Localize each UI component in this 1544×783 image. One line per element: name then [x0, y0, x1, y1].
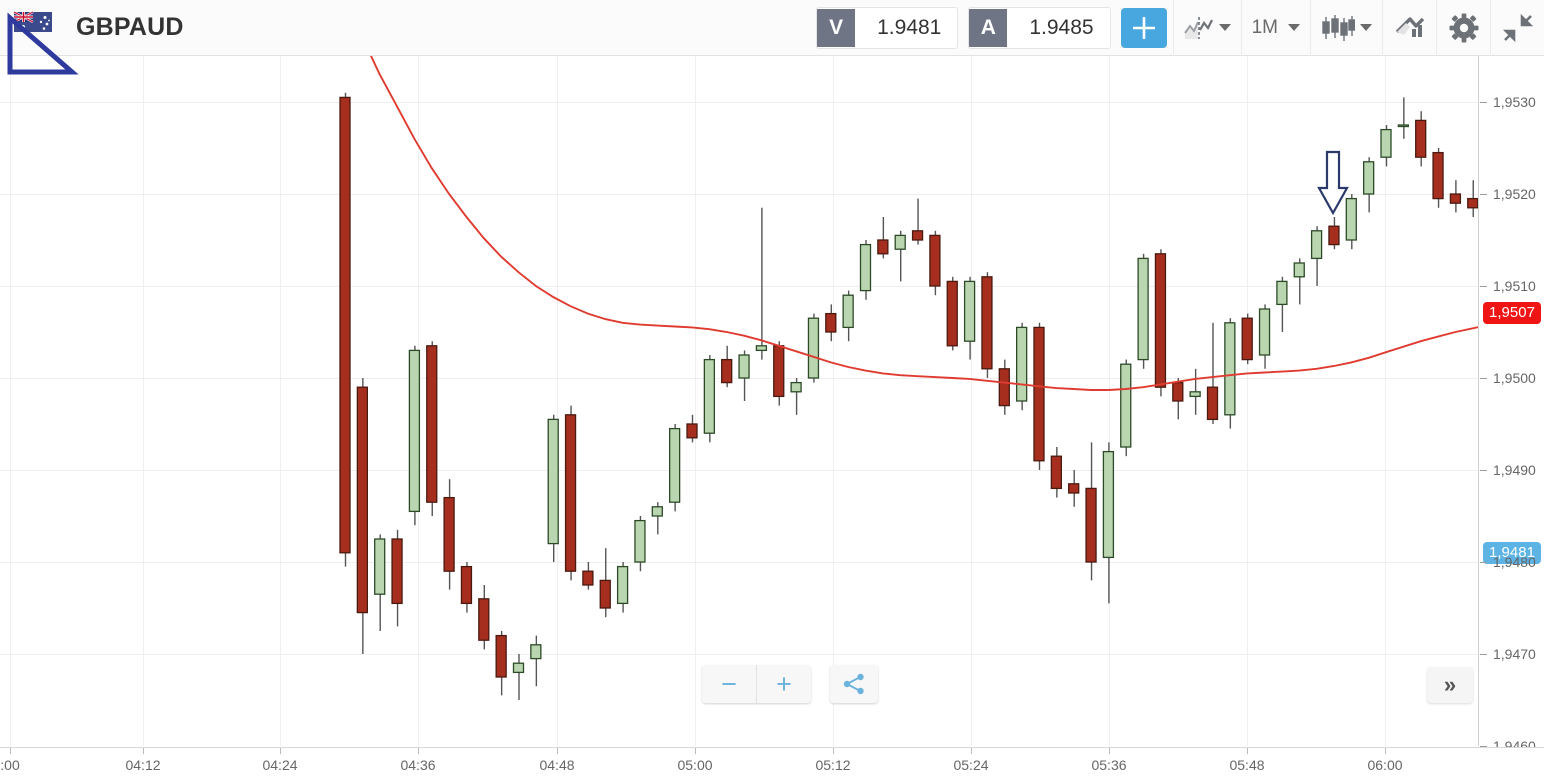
- x-axis-label: 05:12: [815, 757, 851, 773]
- x-axis-label: 04:12: [125, 757, 161, 773]
- time-axis[interactable]: :00 04:12 04:24 04:36 04:48 05:00 05:12 05:24 05…: [0, 747, 1544, 783]
- settings-gear-icon: [1449, 13, 1478, 42]
- x-axis-tick: [10, 748, 11, 754]
- fullscreen-collapse-icon: [1502, 13, 1533, 42]
- x-axis-label: 05:24: [953, 757, 989, 773]
- settings-button[interactable]: [1436, 0, 1490, 56]
- share-button[interactable]: [830, 665, 878, 703]
- bid-value: 1.9481: [877, 15, 942, 39]
- y-axis-tick: [1480, 654, 1487, 655]
- x-axis-tick: [418, 748, 419, 754]
- crosshair-icon: [1132, 16, 1155, 39]
- x-axis-label: 04:48: [539, 757, 575, 773]
- chevron-down-icon: [1218, 24, 1231, 31]
- chart-type-icon: [1183, 16, 1213, 39]
- bid-badge: V: [817, 8, 856, 47]
- candle-style-icon: [1322, 14, 1355, 41]
- x-axis-tick: [971, 748, 972, 754]
- x-axis-label: 05:36: [1091, 757, 1127, 773]
- x-axis-label: :00: [0, 757, 20, 773]
- bid-price-marker: 1,9481: [1483, 541, 1541, 564]
- x-axis-label: 04:24: [262, 757, 298, 773]
- y-axis-label: 1,9500: [1493, 370, 1536, 386]
- y-axis-tick: [1480, 746, 1487, 747]
- x-axis-tick: [833, 748, 834, 754]
- y-axis-tick: [1480, 562, 1487, 563]
- ask-badge: A: [969, 8, 1008, 47]
- zoom-out-button[interactable]: −: [702, 665, 757, 703]
- y-axis-tick: [1480, 194, 1487, 195]
- y-axis-tick: [1480, 378, 1487, 379]
- x-axis-tick: [280, 748, 281, 754]
- ask-quote[interactable]: A 1.9485: [968, 6, 1111, 49]
- x-axis-tick: [1385, 748, 1386, 754]
- bid-quote[interactable]: V 1.9481: [816, 6, 959, 49]
- australia-flag-icon: [13, 10, 52, 32]
- timeframe-selector[interactable]: 1M: [1240, 0, 1310, 56]
- price-axis[interactable]: 1,9507 1,9481 1,9530 1,9520 1,9510 1,9500 1,…: [1479, 56, 1544, 754]
- x-axis-tick: [557, 748, 558, 754]
- candle-style-selector[interactable]: [1310, 0, 1382, 56]
- symbol-flag: [0, 0, 60, 56]
- y-axis-label: 1,9480: [1493, 554, 1536, 570]
- fullscreen-toggle-button[interactable]: [1490, 0, 1544, 56]
- y-axis-label: 1,9490: [1493, 462, 1536, 478]
- ask-value: 1.9485: [1029, 15, 1094, 39]
- symbol-title: GBPAUD: [76, 13, 184, 41]
- x-axis-tick: [1109, 748, 1110, 754]
- y-axis-label: 1,9510: [1493, 278, 1536, 294]
- chart-type-selector[interactable]: [1172, 0, 1241, 56]
- timeframe-label: 1M: [1251, 16, 1278, 38]
- scroll-right-button[interactable]: »: [1427, 667, 1473, 703]
- ma-price-marker: 1,9507: [1483, 301, 1541, 324]
- x-axis-label: 05:00: [677, 757, 713, 773]
- indicators-button[interactable]: [1382, 0, 1436, 56]
- y-axis-label: 1,9470: [1493, 646, 1536, 662]
- candlestick-canvas: [0, 56, 1478, 746]
- y-axis-tick: [1480, 286, 1487, 287]
- toolbar: GBPAUD V 1.9481 A 1.9485 1M: [0, 0, 1544, 56]
- price-chart[interactable]: [0, 56, 1479, 746]
- x-axis-label: 05:48: [1229, 757, 1265, 773]
- crosshair-button[interactable]: [1120, 7, 1167, 48]
- share-icon: [843, 673, 864, 695]
- x-axis-tick: [143, 748, 144, 754]
- x-axis-label: 06:00: [1367, 757, 1403, 773]
- zoom-in-button[interactable]: +: [757, 665, 811, 703]
- zoom-controls: − +: [702, 665, 811, 703]
- y-axis-tick: [1480, 470, 1487, 471]
- y-axis-label: 1,9530: [1493, 94, 1536, 110]
- y-axis-label: 1,9520: [1493, 186, 1536, 202]
- x-axis-tick: [695, 748, 696, 754]
- indicators-icon: [1395, 16, 1424, 37]
- x-axis-tick: [1247, 748, 1248, 754]
- chevron-down-icon: [1288, 24, 1300, 31]
- x-axis-label: 04:36: [400, 757, 436, 773]
- arrow-cursor-icon: [1317, 150, 1349, 216]
- y-axis-tick: [1480, 102, 1487, 103]
- chevron-down-icon: [1360, 24, 1372, 31]
